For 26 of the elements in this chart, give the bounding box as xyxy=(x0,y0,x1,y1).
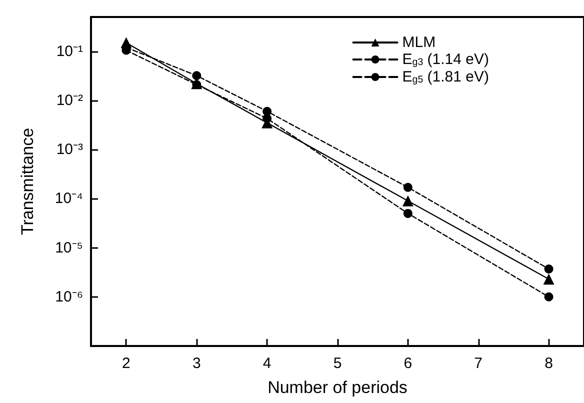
x-tick-label: 7 xyxy=(474,355,483,372)
y-axis-title: Transmittance xyxy=(18,128,37,236)
y-tick-label: 10⁻⁴ xyxy=(54,190,83,208)
legend-label: Eg5 (1.81 eV) xyxy=(402,68,490,86)
x-tick-label: 8 xyxy=(544,355,553,372)
point xyxy=(544,292,554,302)
x-tick-label: 5 xyxy=(333,355,342,372)
legend-label: MLM xyxy=(402,34,436,51)
point xyxy=(403,182,412,192)
x-tick-label: 6 xyxy=(404,355,412,372)
y-tick-label: 10⁻⁵ xyxy=(55,239,83,256)
y-tick-label: 10⁻⁶ xyxy=(55,288,83,306)
point xyxy=(262,114,272,123)
point xyxy=(543,274,554,285)
y-tick-label: 10⁻² xyxy=(56,92,83,109)
y-tick-label: 10⁻¹ xyxy=(56,42,83,60)
legend-label: Eg3 (1.14 eV) xyxy=(402,51,490,68)
point xyxy=(192,71,202,80)
point xyxy=(544,264,554,274)
x-tick-label: 2 xyxy=(122,355,130,372)
point xyxy=(403,208,412,218)
x-tick-label: 3 xyxy=(192,355,201,372)
x-tick-label: 4 xyxy=(262,355,272,372)
y-tick-label: 10⁻³ xyxy=(56,141,83,158)
x-axis-title: Number of periods xyxy=(268,378,408,397)
point xyxy=(402,195,414,206)
